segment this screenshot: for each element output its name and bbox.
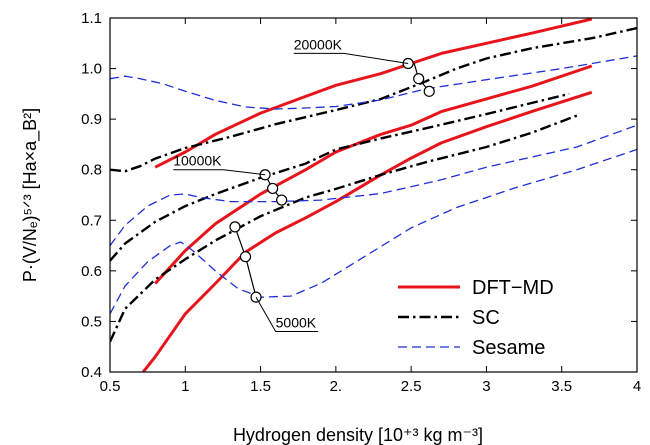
isotherm-marker bbox=[267, 182, 279, 195]
legend: DFT−MD SC Sesame bbox=[398, 277, 554, 359]
y-tick-label: 1.0 bbox=[81, 61, 102, 78]
annotation-layer: 20000K 10000K 5000K bbox=[173, 36, 435, 333]
series-line-sc bbox=[110, 114, 578, 343]
isotherm-label: 10000K bbox=[173, 153, 222, 169]
x-tick-label: 1 bbox=[181, 378, 189, 395]
isotherm-leader-line bbox=[173, 169, 266, 176]
y-tick-label: 0.9 bbox=[81, 111, 102, 128]
isotherm-label: 5000K bbox=[276, 315, 317, 331]
plot-area-frame bbox=[109, 17, 638, 373]
x-tick-label: 2.5 bbox=[401, 378, 422, 395]
y-tick-label: 0.8 bbox=[81, 162, 102, 179]
isotherm-marker bbox=[413, 73, 425, 85]
isotherm-leader-line bbox=[255, 296, 319, 333]
isotherm-marker bbox=[276, 194, 288, 206]
series-line-sesame bbox=[110, 148, 637, 315]
series-line-sc bbox=[110, 26, 637, 173]
series-layer bbox=[110, 18, 637, 372]
series-line-sc bbox=[110, 92, 570, 262]
x-tick-label: 2. bbox=[330, 378, 343, 395]
series-line-dft-md bbox=[154, 64, 593, 285]
legend-label: DFT−MD bbox=[472, 277, 554, 299]
x-tick-label: 1.5 bbox=[250, 378, 271, 395]
series-line-dft-md bbox=[141, 90, 593, 372]
y-tick-label: 0.5 bbox=[81, 313, 102, 330]
isotherm-marker bbox=[423, 85, 435, 97]
isotherm-marker bbox=[229, 221, 241, 233]
series-line-sesame bbox=[110, 124, 637, 246]
y-tick-label: 0.7 bbox=[81, 212, 102, 229]
y-tick-label: 0.4 bbox=[81, 364, 102, 381]
y-tick-label: 1.1 bbox=[81, 10, 102, 27]
legend-label: SC bbox=[472, 307, 500, 329]
isotherm-marker bbox=[239, 251, 252, 263]
series-line-sesame bbox=[110, 55, 637, 110]
y-tick-label: 0.6 bbox=[81, 263, 102, 280]
isotherm-leader-line bbox=[293, 52, 409, 65]
x-tick-label: 0.5 bbox=[100, 378, 121, 395]
x-tick-label: 3 bbox=[482, 378, 490, 395]
y-axis-title: P·(V/Nₑ)⁵ᐟ³ [Ha×a_B²] bbox=[20, 108, 41, 282]
legend-label: Sesame bbox=[472, 337, 545, 359]
x-axis-title: Hydrogen density [10⁺³ kg m⁻³] bbox=[233, 425, 483, 445]
x-tick-label: 3.5 bbox=[551, 378, 572, 395]
x-tick-label: 4 bbox=[633, 378, 641, 395]
isotherm-label: 20000K bbox=[294, 36, 343, 52]
tick-layer: 0.5 1 1.5 2. 2.5 3 3.5 40.40.50.60.70.80.91.01.… bbox=[81, 10, 641, 395]
series-line-dft-md bbox=[154, 18, 593, 169]
